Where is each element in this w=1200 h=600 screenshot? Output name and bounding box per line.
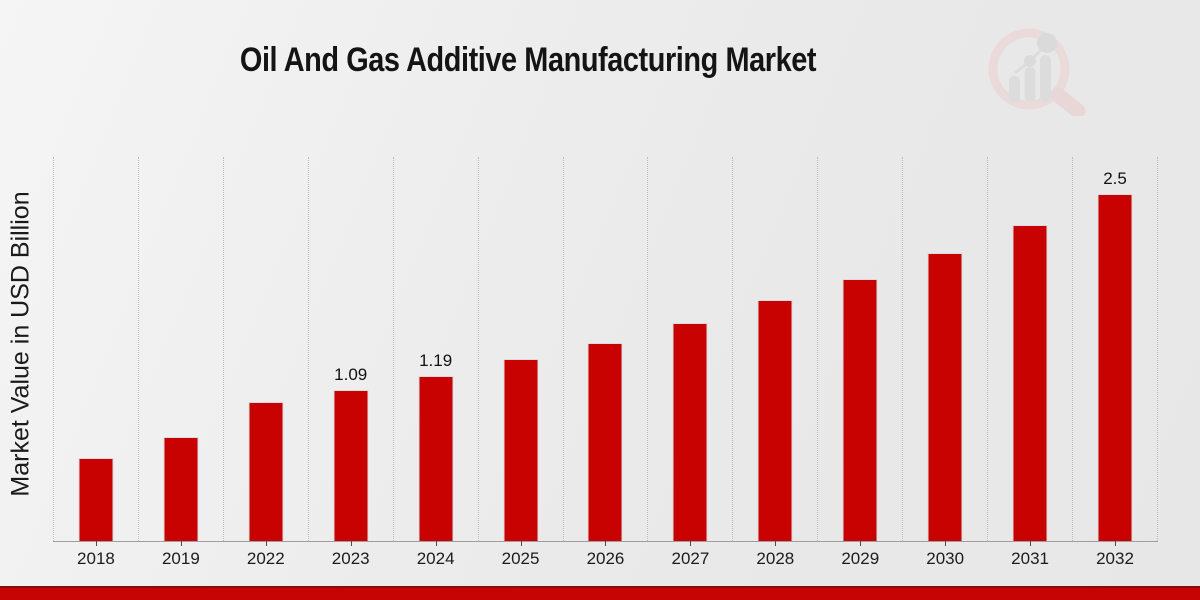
x-axis-tick-2019 (180, 541, 182, 546)
category-cell-2026: 2026 (562, 157, 648, 568)
category-cell-2019: 2019 (137, 157, 223, 568)
x-axis-tick-2029 (860, 541, 862, 546)
category-cell-2025: 2025 (477, 157, 563, 568)
bar-2022 (248, 402, 284, 541)
bar-2032 (1097, 194, 1133, 541)
chart-title: Oil And Gas Additive Manufacturing Marke… (239, 41, 817, 79)
bar-2023 (333, 390, 369, 541)
bar-2031 (1012, 225, 1048, 541)
category-cell-2022: 2022 (222, 157, 308, 568)
bar-2027 (672, 323, 708, 541)
bar-2018 (78, 458, 114, 541)
x-tick-label-2029: 2029 (841, 549, 880, 568)
x-tick-label-2027: 2027 (671, 549, 710, 568)
x-axis-tick-2023 (350, 541, 352, 546)
bar-2029 (842, 279, 878, 541)
category-cell-2028: 2028 (732, 157, 817, 568)
x-axis-tick-2027 (690, 541, 692, 546)
x-tick-label-2019: 2019 (161, 549, 200, 568)
category-cell-2018: 2018 (53, 157, 138, 568)
x-tick-label-2028: 2028 (756, 549, 795, 568)
x-axis-tick-2022 (265, 541, 267, 546)
x-tick-label-2026: 2026 (586, 549, 625, 568)
x-tick-label-2018: 2018 (77, 549, 115, 568)
x-axis-tick-2028 (775, 541, 777, 546)
x-tick-label-2025: 2025 (501, 549, 540, 568)
x-tick-label-2031: 2031 (1011, 549, 1050, 568)
x-tick-label-2022: 2022 (246, 549, 285, 568)
magnifying-glass-bar-chart-logo-icon (988, 28, 1086, 116)
x-axis-tick-2025 (520, 541, 522, 546)
category-cell-2023: 1.09 2023 (307, 157, 393, 568)
category-cell-2032: 2.5 2032 (1072, 157, 1158, 568)
category-cell-2030: 2030 (902, 157, 987, 568)
x-tick-label-2023: 2023 (331, 549, 370, 568)
x-tick-label-2024: 2024 (416, 549, 455, 568)
bar-2024 (418, 376, 454, 541)
bar-2026 (587, 343, 623, 541)
x-axis-tick-2030 (945, 541, 947, 546)
bar-2025 (503, 359, 539, 541)
x-axis-tick-2018 (95, 541, 97, 546)
x-tick-label-2032: 2032 (1096, 549, 1134, 568)
category-cell-2024: 1.19 2024 (392, 157, 478, 568)
bar-2019 (163, 437, 199, 541)
x-axis-tick-2024 (435, 541, 437, 546)
plot-area: 2018 2019 2022 1.09 2023 1.19 2024 2025 2026 2027… (53, 157, 1158, 568)
x-tick-label-2030: 2030 (926, 549, 965, 568)
category-cell-2027: 2027 (647, 157, 732, 568)
bar-2030 (927, 253, 963, 541)
x-axis-tick-2026 (605, 541, 607, 546)
x-axis-tick-2031 (1030, 541, 1032, 546)
bar-2028 (757, 300, 793, 541)
data-label-2032: 2.5 (1103, 169, 1127, 188)
x-axis-tick-2032 (1115, 541, 1117, 546)
category-cell-2029: 2029 (817, 157, 902, 568)
footer-accent-bar (0, 586, 1200, 600)
y-axis-label: Market Value in USD Billion (6, 191, 35, 497)
category-cell-2031: 2031 (987, 157, 1072, 568)
data-label-2024: 1.19 (419, 351, 453, 370)
data-label-2023: 1.09 (334, 365, 368, 384)
